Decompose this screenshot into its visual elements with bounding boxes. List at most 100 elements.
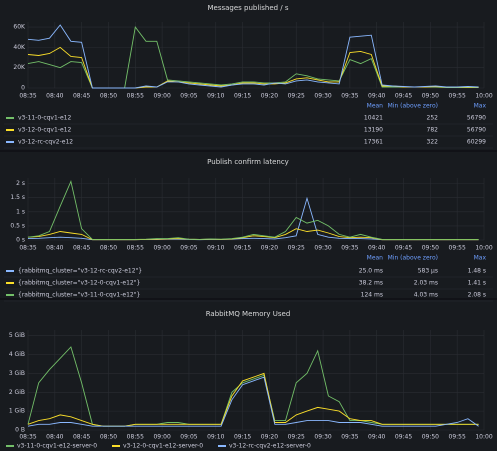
x-tick-label: 09:20: [261, 434, 278, 441]
x-tick-label: 09:15: [234, 93, 251, 100]
series-line: [27, 179, 479, 240]
x-tick-label: 09:00: [153, 245, 170, 252]
legend-label: v3-11-0-cqv1-e12: [18, 115, 71, 122]
legend-stat: 322: [427, 139, 439, 146]
legend-stat: 38.2 ms: [359, 280, 383, 287]
panel: [0, 152, 497, 298]
panel: [0, 0, 497, 150]
x-tick-label: 09:35: [341, 93, 358, 100]
x-tick-label: 09:15: [234, 434, 251, 441]
x-tick-label: 08:40: [46, 434, 63, 441]
x-tick-label: 09:25: [288, 93, 305, 100]
legend-label: {rabbitmq_cluster="v3-12-0-cqv1-e12"}: [18, 280, 140, 287]
legend-stat: 1.48 s: [468, 268, 486, 275]
legend-stat: 17361: [364, 139, 383, 146]
x-tick-label: 08:35: [19, 93, 36, 100]
x-tick-label: 08:40: [46, 245, 63, 252]
x-tick-label: 09:00: [153, 93, 170, 100]
x-tick-label: 09:25: [288, 434, 305, 441]
x-tick-label: 09:35: [341, 245, 358, 252]
y-tick-label: 40K: [13, 44, 26, 51]
x-tick-label: 09:40: [368, 245, 385, 252]
legend-stat: 252: [427, 115, 439, 122]
x-tick-label: 08:45: [73, 93, 90, 100]
legend-stat: 1.41 s: [468, 280, 486, 287]
x-tick-label: 09:05: [180, 245, 197, 252]
y-tick-label: 20K: [13, 64, 26, 71]
x-tick-label: 09:10: [207, 245, 224, 252]
legend-stat: 124 ms: [361, 292, 383, 299]
x-tick-label: 09:45: [395, 434, 412, 441]
y-tick-label: 1 s: [16, 208, 25, 215]
legend-label: v3-12-rc-cqv2-e12-server-0: [229, 443, 311, 450]
legend-header: Max: [474, 255, 487, 262]
x-tick-label: 09:55: [449, 93, 466, 100]
x-tick-label: 09:40: [368, 434, 385, 441]
legend-stat: 25.0 ms: [359, 268, 383, 275]
panel-title: Messages published / s: [207, 4, 288, 12]
x-tick-label: 09:25: [288, 245, 305, 252]
series-line: [27, 376, 479, 427]
legend-stat: 2.03 ms: [414, 280, 438, 287]
panel-title: RabbitMQ Memory Used: [206, 310, 291, 318]
legend-stat: 60299: [467, 139, 486, 146]
y-tick-label: 5 GiB: [9, 332, 25, 339]
x-tick-label: 09:20: [261, 245, 278, 252]
y-tick-label: 2 s: [16, 180, 25, 187]
x-tick-label: 09:05: [180, 93, 197, 100]
y-tick-label: 60K: [13, 24, 26, 31]
panel: [0, 300, 497, 451]
legend-stat: 56790: [467, 115, 486, 122]
legend-stat: 2.08 s: [468, 292, 486, 299]
y-tick-label: 4 GiB: [9, 351, 25, 358]
legend-header: Max: [474, 103, 487, 110]
y-tick-label: 0: [21, 85, 25, 92]
legend-label: v3-12-0-cqv1-e12: [18, 127, 71, 134]
legend-stat: 56790: [467, 127, 486, 134]
x-tick-label: 08:50: [100, 93, 117, 100]
x-tick-label: 09:50: [422, 245, 439, 252]
x-tick-label: 09:40: [368, 93, 385, 100]
legend-stat: 4.03 ms: [414, 292, 438, 299]
x-tick-label: 08:35: [19, 245, 36, 252]
x-tick-label: 08:50: [100, 245, 117, 252]
x-tick-label: 08:40: [46, 93, 63, 100]
x-tick-label: 08:45: [73, 434, 90, 441]
legend-stat: 583 µs: [418, 268, 438, 275]
legend-header: Min (above zero): [388, 255, 438, 262]
x-tick-label: 09:05: [180, 434, 197, 441]
x-tick-label: 09:55: [449, 245, 466, 252]
x-tick-label: 08:55: [127, 434, 144, 441]
x-tick-label: 09:10: [207, 93, 224, 100]
y-tick-label: 3 GiB: [9, 370, 25, 377]
y-tick-label: 0 s: [16, 237, 25, 244]
legend-label: {rabbitmq_cluster="v3-12-rc-cqv2-e12"}: [18, 268, 142, 275]
panel-title: Publish confirm latency: [207, 158, 289, 166]
legend-label: v3-12-rc-cqv2-e12: [18, 139, 73, 146]
y-tick-label: 1.5 s: [10, 194, 25, 201]
legend-label: v3-12-0-cqv1-e12-server-0: [123, 443, 203, 450]
y-tick-label: 2 GiB: [9, 389, 25, 396]
x-tick-label: 09:35: [341, 434, 358, 441]
x-tick-label: 09:55: [449, 434, 466, 441]
legend-label: v3-11-0-cqv1-e12-server-0: [17, 443, 97, 450]
x-tick-label: 09:50: [422, 434, 439, 441]
x-tick-label: 09:10: [207, 434, 224, 441]
y-tick-label: 0 B: [15, 427, 25, 434]
legend-header: Mean: [367, 103, 384, 110]
x-tick-label: 09:30: [314, 434, 331, 441]
legend-stat: 782: [427, 127, 439, 134]
x-tick-label: 09:45: [395, 245, 412, 252]
legend-stat: 10421: [364, 115, 383, 122]
x-tick-label: 09:20: [261, 93, 278, 100]
legend-header: Min (above zero): [388, 103, 438, 110]
x-tick-label: 09:45: [395, 93, 412, 100]
x-tick-label: 10:00: [475, 434, 492, 441]
y-tick-label: 1 GiB: [9, 408, 25, 415]
legend-header: Mean: [367, 255, 384, 262]
x-tick-label: 10:00: [475, 93, 492, 100]
x-tick-label: 09:30: [314, 93, 331, 100]
x-tick-label: 09:00: [153, 434, 170, 441]
y-tick-label: 0.5 s: [10, 222, 25, 229]
